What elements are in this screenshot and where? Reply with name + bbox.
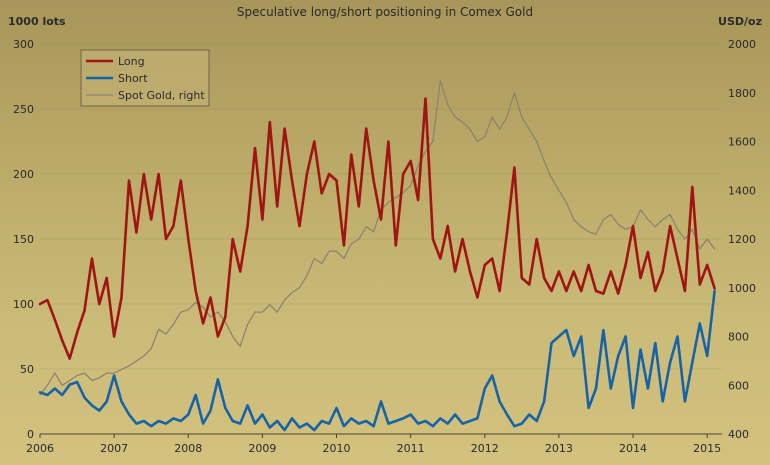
left-tick-label: 150 bbox=[13, 233, 34, 246]
x-tick-label: 2009 bbox=[248, 442, 276, 455]
left-axis-ticks: 0 50 100 150 200 250 300 bbox=[13, 38, 34, 441]
legend-box bbox=[80, 49, 210, 107]
left-tick-label: 0 bbox=[27, 428, 34, 441]
x-tick-label: 2014 bbox=[619, 442, 647, 455]
right-axis-unit: USD/oz bbox=[718, 15, 762, 28]
right-tick-label: 1000 bbox=[728, 282, 756, 295]
legend: Long Short Spot Gold, right bbox=[80, 49, 210, 107]
left-axis-unit: 1000 lots bbox=[8, 15, 66, 28]
series-gold-line bbox=[39, 79, 716, 396]
right-tick-label: 1600 bbox=[728, 136, 756, 149]
left-tick-label: 300 bbox=[13, 38, 34, 51]
right-axis-ticks: 400 600 800 1000 1200 1400 1600 1800 2000 bbox=[728, 38, 756, 441]
gridlines bbox=[40, 43, 722, 435]
series-long-line bbox=[38, 97, 716, 360]
legend-label-short: Short bbox=[118, 72, 148, 85]
x-tick-label: 2008 bbox=[174, 442, 202, 455]
x-axis-ticks: 2006 2007 2008 2009 2010 2011 2012 2013 2014 2015 bbox=[26, 433, 722, 455]
x-tick-label: 2011 bbox=[397, 442, 425, 455]
right-tick-label: 400 bbox=[728, 428, 749, 441]
series-layer bbox=[38, 79, 716, 432]
right-tick-label: 1400 bbox=[728, 184, 756, 197]
right-tick-label: 2000 bbox=[728, 38, 756, 51]
x-tick-label: 2010 bbox=[323, 442, 351, 455]
x-tick-label: 2007 bbox=[100, 442, 128, 455]
left-tick-label: 250 bbox=[13, 103, 34, 116]
legend-label-long: Long bbox=[118, 55, 145, 68]
left-tick-label: 100 bbox=[13, 298, 34, 311]
right-tick-label: 600 bbox=[728, 379, 749, 392]
x-tick-label: 2012 bbox=[471, 442, 499, 455]
right-tick-label: 800 bbox=[728, 331, 749, 344]
chart-title: Speculative long/short positioning in Co… bbox=[237, 5, 533, 19]
x-tick-label: 2015 bbox=[693, 442, 721, 455]
legend-label-gold: Spot Gold, right bbox=[118, 89, 205, 102]
x-tick-label: 2006 bbox=[26, 442, 54, 455]
right-tick-label: 1200 bbox=[728, 233, 756, 246]
left-tick-label: 200 bbox=[13, 168, 34, 181]
left-tick-label: 50 bbox=[20, 363, 34, 376]
right-tick-label: 1800 bbox=[728, 87, 756, 100]
x-tick-label: 2013 bbox=[545, 442, 573, 455]
series-short-line bbox=[38, 289, 716, 432]
